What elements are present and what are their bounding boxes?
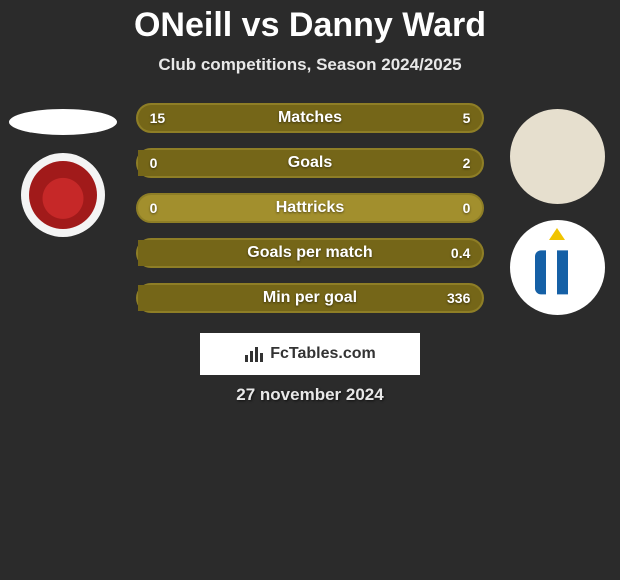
bar-label: Hattricks bbox=[276, 199, 344, 217]
bar-right-value: 0.4 bbox=[451, 245, 470, 261]
bar-right-value: 2 bbox=[463, 155, 471, 171]
player2-avatar bbox=[510, 109, 605, 204]
player2-club-badge bbox=[510, 220, 605, 315]
right-player-column bbox=[502, 103, 612, 315]
branding-box: FcTables.com bbox=[200, 333, 420, 375]
bar-label: Goals per match bbox=[247, 244, 372, 262]
page-subtitle: Club competitions, Season 2024/2025 bbox=[0, 55, 620, 75]
bar-label: Min per goal bbox=[263, 289, 357, 307]
left-player-column bbox=[8, 103, 118, 237]
bar-left-value: 0 bbox=[150, 155, 158, 171]
bar-label: Matches bbox=[278, 109, 342, 127]
bar-goals: 0 Goals 2 bbox=[136, 148, 485, 178]
bar-min-per-goal: Min per goal 336 bbox=[136, 283, 485, 313]
bar-goals-per-match: Goals per match 0.4 bbox=[136, 238, 485, 268]
bar-matches: 15 Matches 5 bbox=[136, 103, 485, 133]
bar-left-value: 0 bbox=[150, 200, 158, 216]
page-title: ONeill vs Danny Ward bbox=[0, 6, 620, 45]
footer-date: 27 november 2024 bbox=[0, 385, 620, 405]
main-row: 15 Matches 5 0 Goals 2 0 Hattricks 0 bbox=[0, 103, 620, 315]
bar-right-value: 0 bbox=[463, 200, 471, 216]
stats-bars: 15 Matches 5 0 Goals 2 0 Hattricks 0 bbox=[136, 103, 485, 313]
player1-avatar bbox=[9, 109, 117, 135]
comparison-card: ONeill vs Danny Ward Club competitions, … bbox=[0, 0, 620, 405]
bar-fill-left bbox=[138, 105, 397, 131]
bar-hattricks: 0 Hattricks 0 bbox=[136, 193, 485, 223]
brand-label: FcTables.com bbox=[270, 345, 376, 363]
bar-right-value: 336 bbox=[447, 290, 470, 306]
bar-chart-icon bbox=[244, 345, 264, 363]
player1-club-badge bbox=[21, 153, 105, 237]
bar-label: Goals bbox=[288, 154, 332, 172]
bar-left-value: 15 bbox=[150, 110, 166, 126]
bar-right-value: 5 bbox=[463, 110, 471, 126]
